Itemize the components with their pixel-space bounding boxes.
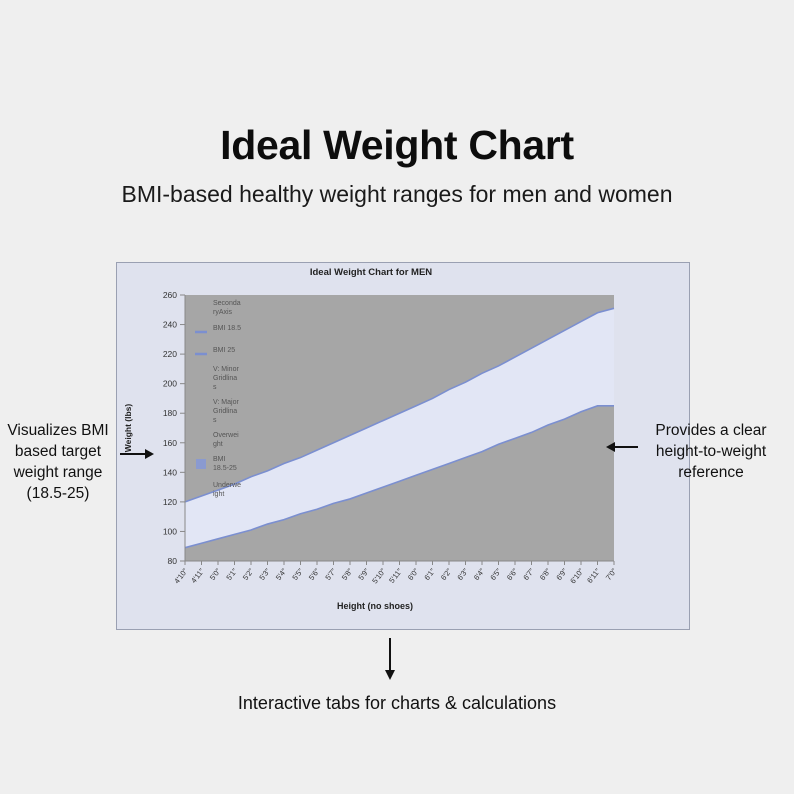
y-tick-label: 260 — [163, 290, 177, 300]
x-tick-label: 6'3" — [455, 566, 470, 582]
x-axis-label: Height (no shoes) — [337, 601, 413, 611]
chart-legend: Seconda ryAxis BMI 18.5 BMI 25 V: Minor Gridl… — [195, 300, 241, 498]
legend-entry-label: BMI 25 — [213, 347, 235, 354]
arrow-left-icon — [606, 442, 638, 452]
legend-entry-label: Overwei — [213, 432, 239, 439]
x-tick-label: 6'6" — [505, 566, 520, 582]
x-tick-label: 5'8" — [340, 566, 355, 582]
legend-entry-label: ryAxis — [213, 309, 233, 316]
overweight-area — [185, 295, 614, 502]
x-tick-label: 5'1" — [224, 566, 239, 582]
legend-entry-label: V: Major — [213, 399, 239, 406]
x-tick-label: 5'6" — [307, 566, 322, 582]
x-tick-label: 5'9" — [356, 566, 371, 582]
x-tick-label: 4'10" — [172, 566, 190, 585]
legend-entry-label: Gridlina — [213, 375, 237, 382]
y-axis-label: Weight (lbs) — [123, 404, 133, 453]
x-tick-label: 6'5" — [488, 566, 503, 582]
arrow-right-icon — [120, 449, 154, 459]
x-tick-label: 4'11" — [189, 566, 206, 584]
y-tick-label: 100 — [163, 526, 177, 536]
legend-entry-label: s — [213, 384, 217, 391]
callout-left-line: (18.5-25) — [26, 485, 90, 502]
legend-entry-label: Gridlina — [213, 408, 237, 415]
legend-entry-label: Seconda — [213, 300, 241, 307]
x-tick-label: 5'3" — [257, 566, 272, 582]
chart-frame: 80 100 120 140 160 180 200 220 240 260 4'10" 4'11" 5… — [116, 262, 690, 630]
x-tick-label: 7'0" — [604, 566, 619, 582]
legend-entry-label: 18.5-25 — [213, 465, 237, 472]
legend-entry-label: Underwe — [213, 482, 241, 489]
x-tick-label: 6'0" — [406, 566, 421, 582]
series-line-bmi-18-5 — [184, 405, 614, 549]
x-tick-label: 6'7" — [521, 566, 536, 582]
underweight-area — [185, 405, 614, 561]
x-tick-label: 5'2" — [241, 566, 256, 582]
x-tick-label: 6'1" — [422, 566, 437, 582]
y-tick-label: 140 — [163, 467, 177, 477]
x-tick-label: 6'4" — [472, 566, 487, 582]
x-tick-label: 5'7" — [323, 566, 338, 582]
callout-right-line: height-to-weight — [655, 443, 767, 460]
page-subtitle: BMI-based healthy weight ranges for men … — [121, 181, 673, 207]
callout-left: Visualizes BMI based target weight range… — [0, 420, 116, 504]
callout-right-line: reference — [678, 464, 744, 481]
x-tick-label: 5'11" — [387, 566, 404, 584]
y-tick-label: 80 — [168, 556, 178, 566]
x-tick-label: 5'0" — [208, 566, 223, 582]
callout-right-line: Provides a clear — [655, 422, 767, 439]
legend-entry-label: BMI 18.5 — [213, 325, 241, 332]
legend-entry-label: ght — [213, 441, 223, 448]
y-tick-label: 220 — [163, 349, 177, 359]
page-title: Ideal Weight Chart — [220, 122, 574, 168]
callout-right: Provides a clear height-to-weight refere… — [628, 420, 794, 483]
healthy-band-area — [185, 308, 614, 548]
legend-entry-label: BMI — [213, 456, 226, 463]
x-tick-label: 5'5" — [290, 566, 305, 582]
x-tick-label: 6'2" — [439, 566, 454, 582]
callout-left-line: based target — [14, 443, 102, 460]
legend-entry-label: ight — [213, 491, 224, 498]
bottom-caption: Interactive tabs for charts & calculatio… — [237, 693, 557, 713]
legend-entry-label: s — [213, 417, 217, 424]
x-tick-label: 6'11" — [585, 566, 602, 584]
x-tick-label: 5'10" — [370, 566, 388, 585]
chart-title: Ideal Weight Chart for MEN — [310, 267, 432, 278]
x-tick-label: 5'4" — [274, 566, 289, 582]
legend-swatch — [196, 459, 206, 469]
series-line-bmi-25 — [184, 307, 615, 503]
x-tick-label: 6'9" — [554, 566, 569, 582]
legend-entry-label: V: Minor — [213, 366, 239, 373]
arrow-down-icon — [385, 638, 395, 680]
x-tick-label: 6'10" — [568, 566, 586, 585]
y-tick-label: 180 — [163, 408, 177, 418]
y-tick-label: 160 — [163, 438, 177, 448]
y-tick-label: 240 — [163, 320, 177, 330]
y-tick-label: 120 — [163, 497, 177, 507]
callout-left-line: weight range — [13, 464, 103, 481]
x-tick-label: 6'8" — [538, 566, 553, 582]
callout-left-line: Visualizes BMI — [7, 422, 109, 439]
y-tick-label: 200 — [163, 379, 177, 389]
